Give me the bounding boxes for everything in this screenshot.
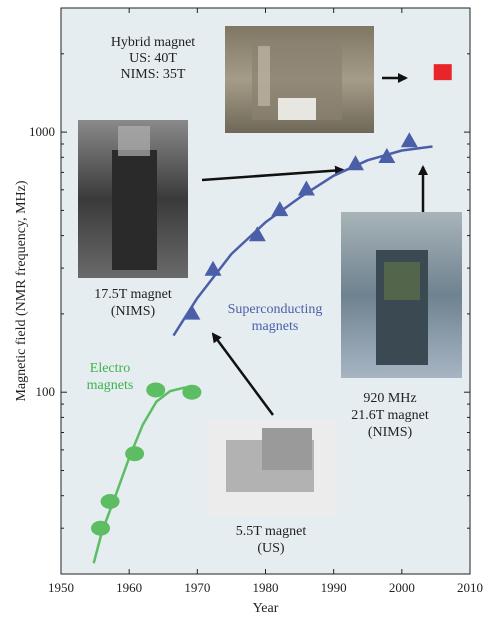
- data-point-triangle: [271, 201, 289, 217]
- y-tick-label: 1000: [29, 124, 55, 139]
- y-axis-title: Magnetic field (NMR frequency, MHz): [14, 180, 29, 401]
- annotation-920mhz-magnet: (NIMS): [368, 425, 413, 440]
- data-point-circle: [182, 384, 202, 400]
- photo-hybrid-magnet: [225, 26, 374, 133]
- annotation-hybrid-magnet: US: 40T: [129, 51, 177, 66]
- x-tick-label: 1960: [116, 580, 142, 595]
- x-tick-label: 2010: [457, 580, 483, 595]
- photo-920mhz-magnet: [341, 212, 462, 378]
- annotation-17-5t-magnet: (NIMS): [111, 304, 156, 319]
- annotation-electro-magnets: magnets: [87, 378, 134, 393]
- annotation-electro-magnets: Electro: [90, 361, 130, 376]
- x-axis-title: Year: [253, 601, 279, 616]
- arrow-5-5t: [211, 332, 275, 416]
- annotation-5-5t-magnet: (US): [257, 541, 285, 556]
- data-point-triangle: [400, 132, 418, 148]
- data-point-triangle: [378, 148, 396, 164]
- data-point-circle: [125, 446, 145, 462]
- arrow-17-5t: [201, 165, 345, 182]
- annotation-5-5t-magnet: 5.5T magnet: [236, 524, 307, 539]
- data-point-triangle: [204, 260, 222, 276]
- data-point-triangle: [183, 304, 201, 320]
- y-tick-label: 100: [36, 384, 56, 399]
- x-tick-label: 1950: [48, 580, 74, 595]
- data-point-triangle: [297, 180, 315, 196]
- data-point-circle: [146, 382, 166, 398]
- trend-curve: [92, 385, 195, 564]
- data-point-circle: [100, 493, 120, 509]
- trend-curve: [172, 145, 433, 337]
- annotation-17-5t-magnet: 17.5T magnet: [94, 287, 172, 302]
- x-tick-label: 1970: [184, 580, 210, 595]
- annotation-hybrid-magnet: NIMS: 35T: [121, 67, 186, 82]
- annotation-superconducting-magnets: magnets: [252, 319, 299, 334]
- annotation-hybrid-magnet: Hybrid magnet: [111, 35, 195, 50]
- data-point-triangle: [346, 155, 364, 171]
- x-tick-label: 1980: [253, 580, 279, 595]
- data-point-triangle: [248, 226, 266, 242]
- annotation-920mhz-magnet: 920 MHz: [363, 391, 416, 406]
- photo-5-5t-magnet: [207, 420, 337, 516]
- annotation-920mhz-magnet: 21.6T magnet: [351, 408, 429, 423]
- data-point-square: [433, 64, 452, 81]
- x-tick-label: 2000: [389, 580, 415, 595]
- data-point-circle: [91, 520, 111, 536]
- annotation-superconducting-magnets: Superconducting: [228, 302, 323, 317]
- photo-17-5t-magnet: [78, 120, 188, 278]
- x-tick-label: 1990: [321, 580, 347, 595]
